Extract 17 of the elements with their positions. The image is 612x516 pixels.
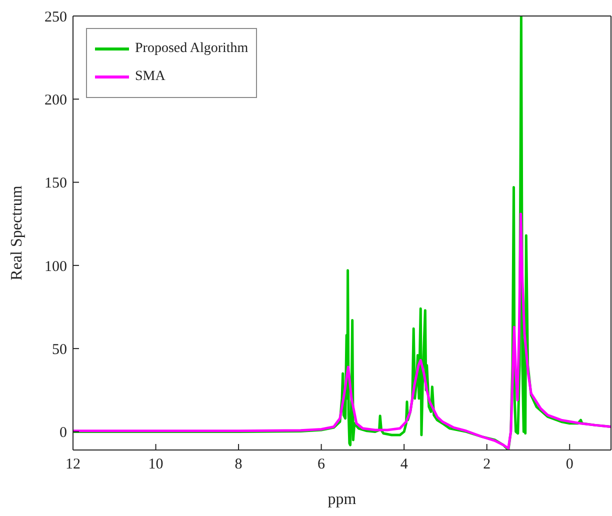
- legend-label: Proposed Algorithm: [135, 41, 248, 57]
- legend-label: SMA: [135, 69, 166, 85]
- y-axis-title: Real Spectrum: [8, 185, 26, 280]
- y-tick-label: 150: [44, 176, 67, 192]
- x-tick-label: 12: [66, 456, 80, 473]
- x-tick-label: 4: [400, 456, 408, 473]
- y-tick-label: 0: [60, 425, 67, 442]
- y-tick-label: 200: [44, 92, 67, 108]
- x-tick-label: 10: [148, 456, 164, 473]
- y-tick-label: 50: [52, 342, 67, 358]
- y-tick-label: 100: [44, 258, 67, 275]
- x-tick-label: 2: [483, 456, 491, 473]
- x-axis-title: ppm: [328, 491, 357, 508]
- y-tick-label: 250: [44, 9, 67, 26]
- x-tick-label: 8: [234, 456, 242, 473]
- x-tick-label: 0: [566, 456, 574, 473]
- x-tick-label: 6: [318, 456, 326, 473]
